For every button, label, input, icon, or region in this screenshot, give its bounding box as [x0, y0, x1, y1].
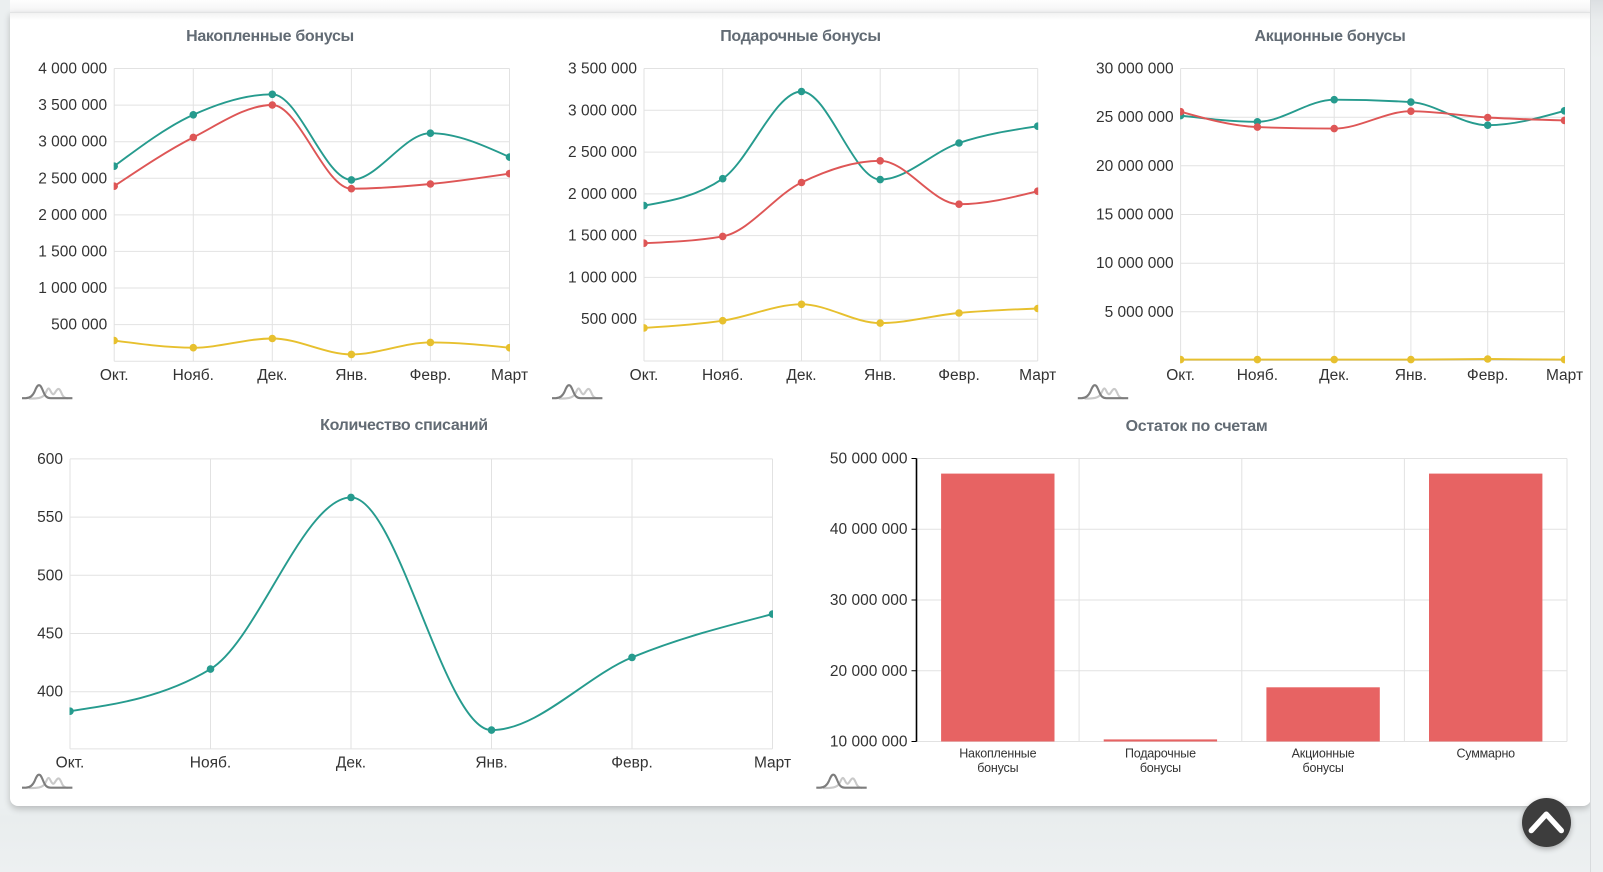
svg-text:4 000 000: 4 000 000: [38, 61, 107, 78]
svg-text:бонусы: бонусы: [977, 761, 1018, 775]
svg-text:Нояб.: Нояб.: [702, 367, 743, 384]
svg-text:Февр.: Февр.: [1467, 367, 1509, 384]
svg-text:Накопленные бонусы: Накопленные бонусы: [186, 28, 354, 45]
svg-text:Дек.: Дек.: [1319, 367, 1349, 384]
svg-text:Февр.: Февр.: [611, 755, 653, 772]
svg-text:40 000 000: 40 000 000: [830, 521, 908, 538]
svg-text:Нояб.: Нояб.: [1237, 367, 1278, 384]
svg-text:Март: Март: [491, 367, 528, 384]
svg-text:1 000 000: 1 000 000: [568, 269, 637, 286]
svg-text:Февр.: Февр.: [410, 367, 452, 384]
svg-text:Дек.: Дек.: [336, 755, 366, 772]
svg-text:Накопленные: Накопленные: [959, 746, 1036, 760]
svg-text:Нояб.: Нояб.: [173, 367, 214, 384]
svg-text:600: 600: [37, 451, 63, 468]
svg-text:20 000 000: 20 000 000: [1096, 158, 1174, 175]
svg-text:3 000 000: 3 000 000: [38, 134, 107, 151]
svg-text:Окт.: Окт.: [1166, 367, 1195, 384]
svg-text:1 500 000: 1 500 000: [568, 228, 637, 245]
svg-text:500 000: 500 000: [51, 317, 107, 334]
svg-text:Март: Март: [1019, 367, 1056, 384]
svg-text:3 000 000: 3 000 000: [568, 102, 637, 119]
svg-text:Март: Март: [754, 755, 791, 772]
svg-text:бонусы: бонусы: [1303, 761, 1344, 775]
svg-text:Суммарно: Суммарно: [1456, 746, 1515, 760]
svg-text:Янв.: Янв.: [864, 367, 896, 384]
svg-text:450: 450: [37, 626, 63, 643]
svg-text:2 000 000: 2 000 000: [568, 186, 637, 203]
svg-text:30 000 000: 30 000 000: [1096, 61, 1174, 78]
svg-text:Окт.: Окт.: [56, 755, 85, 772]
svg-text:Янв.: Янв.: [335, 367, 367, 384]
svg-text:10 000 000: 10 000 000: [1096, 255, 1174, 272]
svg-text:3 500 000: 3 500 000: [38, 97, 107, 114]
svg-text:Акционные: Акционные: [1292, 746, 1355, 760]
svg-text:500 000: 500 000: [581, 311, 637, 328]
svg-text:Нояб.: Нояб.: [190, 755, 231, 772]
svg-text:Окт.: Окт.: [630, 367, 659, 384]
svg-text:15 000 000: 15 000 000: [1096, 207, 1174, 224]
svg-text:Янв.: Янв.: [1395, 367, 1427, 384]
svg-text:10 000 000: 10 000 000: [830, 734, 908, 751]
svg-text:2 500 000: 2 500 000: [38, 170, 107, 187]
svg-text:3 500 000: 3 500 000: [568, 61, 637, 78]
svg-text:1 500 000: 1 500 000: [38, 243, 107, 260]
svg-text:Окт.: Окт.: [100, 367, 129, 384]
svg-text:2 500 000: 2 500 000: [568, 144, 637, 161]
svg-text:бонусы: бонусы: [1140, 761, 1181, 775]
svg-text:1 000 000: 1 000 000: [38, 280, 107, 297]
svg-text:Акционные бонусы: Акционные бонусы: [1255, 28, 1406, 45]
svg-text:Остаток по счетам: Остаток по счетам: [1126, 418, 1268, 435]
svg-text:400: 400: [37, 684, 63, 701]
svg-text:20 000 000: 20 000 000: [830, 663, 908, 680]
svg-text:Дек.: Дек.: [786, 367, 816, 384]
svg-text:Март: Март: [1546, 367, 1583, 384]
svg-text:500: 500: [37, 567, 63, 584]
svg-text:25 000 000: 25 000 000: [1096, 109, 1174, 126]
svg-text:50 000 000: 50 000 000: [830, 451, 908, 468]
svg-text:2 000 000: 2 000 000: [38, 207, 107, 224]
svg-text:Подарочные: Подарочные: [1125, 746, 1196, 760]
svg-text:5 000 000: 5 000 000: [1105, 304, 1174, 321]
svg-text:Подарочные бонусы: Подарочные бонусы: [720, 28, 881, 45]
svg-text:Февр.: Февр.: [938, 367, 980, 384]
svg-text:30 000 000: 30 000 000: [830, 592, 908, 609]
svg-text:Количество списаний: Количество списаний: [320, 417, 488, 434]
svg-text:550: 550: [37, 509, 63, 526]
svg-text:Янв.: Янв.: [475, 755, 507, 772]
svg-text:Дек.: Дек.: [257, 367, 287, 384]
